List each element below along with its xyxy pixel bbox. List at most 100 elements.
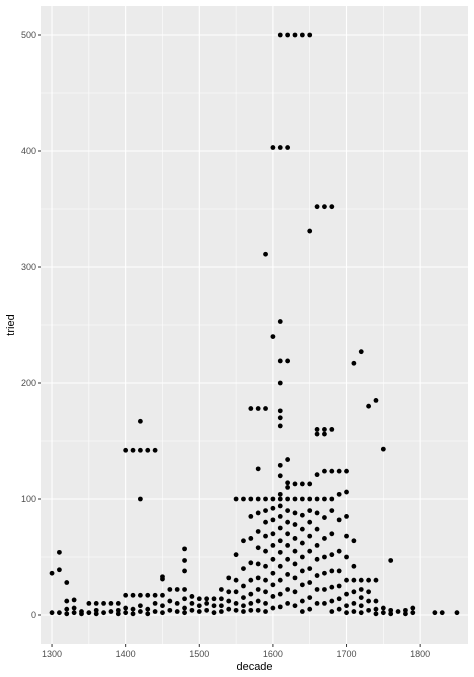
- data-point: [137, 496, 143, 502]
- data-point: [395, 609, 401, 614]
- data-point: [255, 587, 261, 592]
- data-point: [307, 508, 313, 513]
- data-point: [182, 558, 187, 563]
- data-point: [248, 406, 254, 411]
- data-point: [255, 561, 261, 567]
- data-point: [307, 566, 313, 571]
- y-tick-label: 200: [21, 378, 36, 388]
- data-point: [189, 594, 195, 599]
- data-point: [71, 610, 77, 616]
- data-point: [255, 545, 261, 551]
- data-point: [329, 204, 335, 210]
- data-point: [270, 582, 276, 588]
- data-point: [263, 533, 268, 539]
- data-point: [270, 334, 276, 339]
- data-point: [263, 563, 268, 569]
- data-point: [57, 549, 62, 555]
- data-point: [410, 610, 416, 616]
- data-point: [182, 546, 187, 552]
- data-point: [292, 32, 298, 38]
- data-point: [137, 609, 143, 614]
- data-point: [351, 601, 357, 606]
- y-tick-label: 0: [31, 610, 36, 620]
- data-point: [344, 591, 349, 597]
- data-point: [255, 510, 261, 516]
- data-point: [255, 406, 261, 411]
- data-point: [366, 403, 372, 409]
- data-point: [64, 598, 70, 604]
- data-point: [314, 427, 320, 432]
- data-point: [336, 568, 342, 574]
- data-point: [270, 594, 276, 599]
- data-point: [270, 570, 276, 576]
- data-point: [108, 601, 114, 606]
- data-point: [115, 601, 121, 606]
- data-point: [241, 583, 246, 589]
- data-point: [277, 415, 283, 421]
- data-point: [255, 466, 261, 472]
- data-point: [322, 204, 327, 210]
- data-point: [196, 603, 202, 609]
- data-point: [299, 32, 305, 38]
- data-point: [366, 607, 372, 613]
- x-tick-label: 1800: [410, 649, 430, 659]
- data-point: [329, 531, 335, 537]
- data-point: [152, 601, 158, 606]
- data-point: [57, 610, 62, 616]
- data-point: [322, 468, 327, 474]
- data-point: [322, 570, 327, 576]
- data-point: [329, 508, 335, 513]
- data-point: [329, 598, 335, 604]
- data-point: [344, 533, 349, 539]
- data-point: [49, 610, 55, 616]
- data-point: [285, 556, 291, 562]
- data-point: [233, 496, 239, 502]
- data-point: [344, 468, 349, 474]
- data-point: [277, 538, 283, 544]
- data-point: [285, 358, 291, 364]
- data-point: [277, 514, 283, 519]
- data-point: [123, 592, 129, 598]
- data-point: [196, 609, 202, 614]
- data-point: [255, 598, 261, 604]
- data-point: [160, 603, 165, 609]
- data-point: [174, 609, 180, 614]
- data-point: [299, 568, 305, 574]
- data-point: [241, 496, 246, 502]
- data-point: [329, 552, 335, 558]
- data-point: [226, 575, 232, 581]
- data-point: [292, 481, 298, 487]
- data-point: [255, 575, 261, 581]
- data-point: [373, 611, 379, 617]
- data-point: [196, 596, 202, 602]
- data-point: [285, 587, 291, 592]
- data-point: [285, 531, 291, 537]
- data-point: [130, 606, 136, 612]
- data-point: [344, 603, 349, 609]
- data-point: [366, 598, 372, 604]
- data-point: [322, 515, 327, 520]
- data-point: [233, 589, 239, 595]
- y-axis-title: tried: [5, 314, 17, 335]
- data-point: [101, 601, 106, 606]
- data-point: [307, 481, 313, 487]
- data-point: [115, 611, 121, 617]
- data-point: [145, 611, 151, 617]
- data-point: [211, 610, 217, 616]
- data-point: [285, 480, 291, 486]
- data-point: [277, 577, 283, 583]
- data-point: [277, 549, 283, 555]
- data-point: [432, 610, 438, 616]
- data-point: [388, 607, 394, 613]
- data-point: [137, 592, 143, 598]
- data-point: [263, 577, 268, 583]
- data-point: [307, 595, 313, 600]
- data-point: [263, 519, 268, 525]
- data-point: [314, 543, 320, 548]
- data-point: [86, 610, 92, 616]
- data-point: [285, 457, 291, 462]
- data-point: [241, 595, 246, 600]
- data-point: [64, 606, 70, 612]
- data-point: [322, 601, 327, 606]
- data-point: [299, 598, 305, 604]
